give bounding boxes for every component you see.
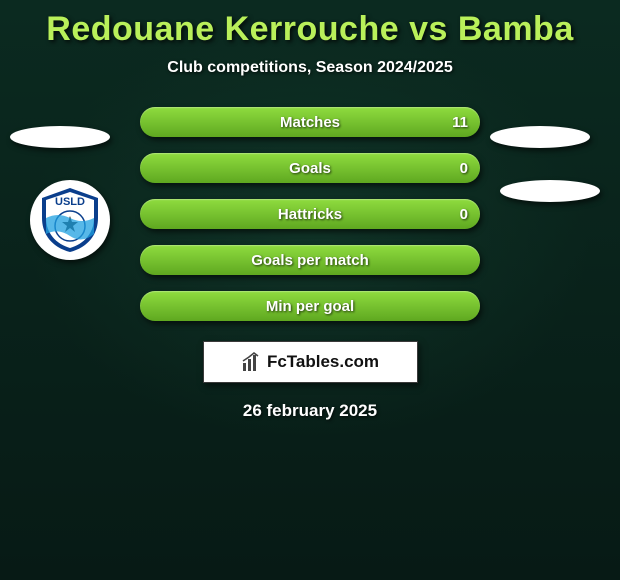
stat-value: 11 <box>452 114 468 131</box>
player2-name: Bamba <box>458 10 574 48</box>
stat-label: Hattricks <box>278 206 342 223</box>
vs-text: vs <box>409 10 448 48</box>
subtitle: Club competitions, Season 2024/2025 <box>167 59 452 77</box>
stat-value: 0 <box>460 206 468 223</box>
date-text: 26 february 2025 <box>243 401 377 421</box>
stat-bar: Hattricks 0 <box>140 199 480 229</box>
logo-text: USLD <box>55 196 85 208</box>
stats-area: USLD Matches 11 Goals 0 Hattricks 0 Goals per … <box>0 107 620 321</box>
stat-bar: Goals 0 <box>140 153 480 183</box>
player1-oval <box>10 126 110 148</box>
stat-label: Matches <box>280 114 340 131</box>
stat-value: 0 <box>460 160 468 177</box>
chart-icon <box>241 351 263 373</box>
player1-name: Redouane Kerrouche <box>46 10 399 48</box>
player2-oval-1 <box>490 126 590 148</box>
badge-text: FcTables.com <box>267 352 379 372</box>
club-logo-svg: USLD <box>34 184 106 256</box>
stat-bar: Matches 11 <box>140 107 480 137</box>
source-badge[interactable]: FcTables.com <box>203 341 418 383</box>
stat-label: Min per goal <box>266 298 354 315</box>
infographic-container: Redouane Kerrouche vs Bamba Club competi… <box>0 0 620 580</box>
stat-bar: Min per goal <box>140 291 480 321</box>
page-title: Redouane Kerrouche vs Bamba <box>46 10 573 49</box>
club-logo: USLD <box>30 180 110 260</box>
player2-oval-2 <box>500 180 600 202</box>
stat-label: Goals <box>289 160 331 177</box>
club-logo-inner: USLD <box>34 184 106 256</box>
stat-label: Goals per match <box>251 252 369 269</box>
stats-list: Matches 11 Goals 0 Hattricks 0 Goals per match… <box>140 107 480 321</box>
stat-bar: Goals per match <box>140 245 480 275</box>
